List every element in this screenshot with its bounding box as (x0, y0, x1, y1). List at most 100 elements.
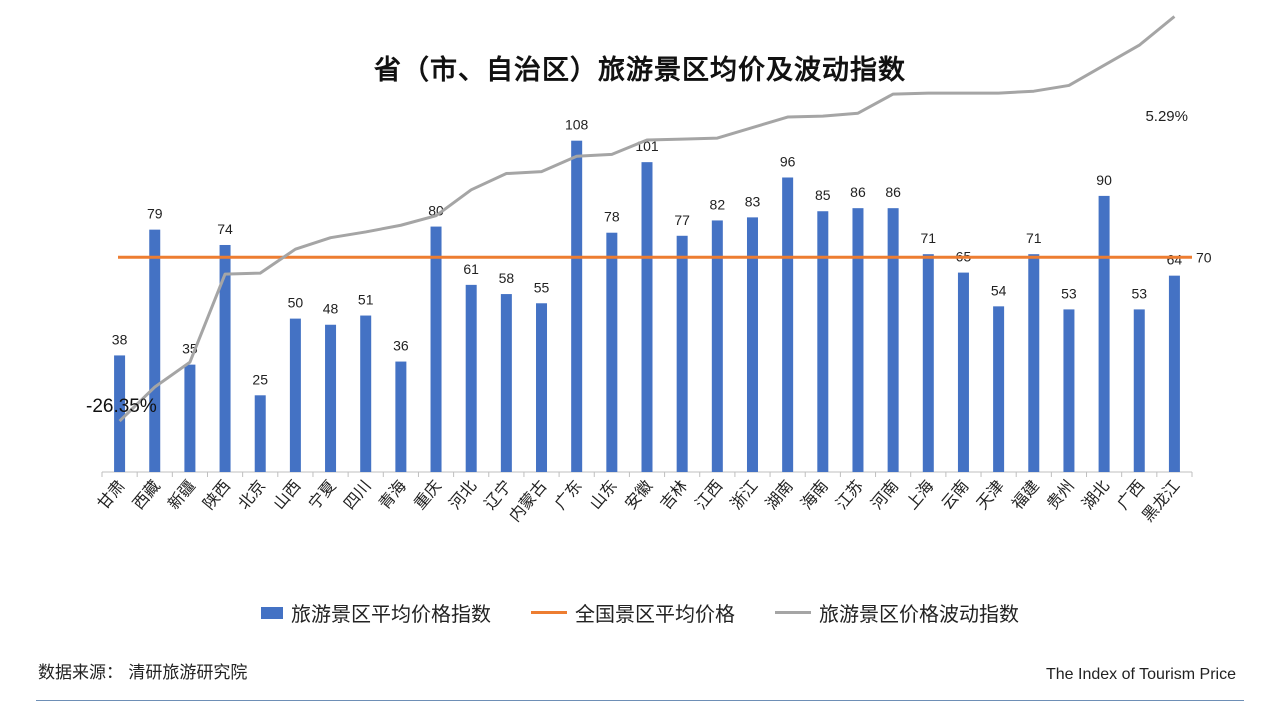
data-source: 数据来源： 清研旅游研究院 (38, 663, 248, 683)
bar-吉林 (676, 235, 688, 472)
legend: 旅游景区平均价格指数 全国景区平均价格 旅游景区价格波动指数 (0, 598, 1280, 627)
bar-四川 (360, 315, 372, 472)
x-tick-label: 江西 (691, 476, 726, 513)
bar-value-label: 50 (288, 295, 304, 311)
bar-value-label: 86 (885, 184, 901, 200)
bar-新疆 (184, 364, 196, 472)
bar-辽宁 (500, 294, 512, 472)
bar-内蒙古 (536, 303, 548, 472)
legend-line-label: 旅游景区价格波动指数 (819, 602, 1019, 626)
bar-湖南 (782, 177, 794, 473)
x-tick-label: 青海 (375, 476, 410, 513)
bar-天津 (993, 306, 1005, 472)
legend-line-swatch (775, 611, 811, 614)
bar-浙江 (746, 217, 758, 472)
x-tick-label: 宁夏 (304, 476, 339, 513)
bar-北京 (254, 395, 266, 472)
x-tick-label: 天津 (973, 476, 1008, 513)
bar-value-label: 54 (991, 282, 1007, 298)
bar-value-label: 48 (323, 301, 339, 317)
bar-value-label: 64 (1167, 252, 1183, 268)
bar-value-label: 74 (217, 221, 233, 237)
bar-value-label: 96 (780, 153, 796, 169)
bar-重庆 (430, 226, 442, 472)
x-tick-label: 云南 (937, 476, 972, 513)
bar-value-label: 38 (112, 331, 128, 347)
bar-value-label: 85 (815, 187, 831, 203)
national-average-label: 70 (1196, 249, 1212, 265)
footer-divider (36, 700, 1244, 701)
bar-青海 (395, 361, 407, 472)
bar-广西 (1133, 309, 1145, 472)
x-tick-label: 内蒙古 (505, 476, 550, 525)
bar-value-label: 79 (147, 206, 163, 222)
x-tick-label: 北京 (234, 476, 269, 513)
legend-item-hline: 全国景区平均价格 (531, 598, 735, 627)
x-tick-label: 陕西 (199, 476, 234, 513)
x-tick-label: 广东 (551, 476, 586, 513)
bar-value-label: 77 (674, 212, 690, 228)
bar-河南 (887, 208, 899, 472)
bar-黑龙江 (1168, 275, 1180, 472)
bar-云南 (957, 272, 969, 472)
x-tick-label: 四川 (340, 476, 375, 513)
bar-河北 (465, 284, 477, 472)
x-tick-label: 湖北 (1078, 476, 1113, 513)
bar-上海 (922, 254, 934, 472)
bar-安徽 (641, 162, 653, 473)
legend-bar-label: 旅游景区平均价格指数 (291, 602, 491, 626)
x-tick-label: 湖南 (762, 476, 797, 513)
bar-value-label: 78 (604, 209, 620, 225)
bar-value-label: 80 (428, 203, 444, 219)
bar-value-label: 51 (358, 292, 374, 308)
bar-value-label: 61 (463, 261, 479, 277)
bar-山西 (289, 318, 301, 472)
bar-value-label: 82 (710, 196, 726, 212)
x-tick-label: 山西 (269, 476, 304, 513)
bar-江苏 (852, 208, 864, 472)
bar-江西 (711, 220, 723, 472)
bar-贵州 (1063, 309, 1075, 472)
bar-value-label: 53 (1061, 285, 1077, 301)
x-tick-label: 重庆 (410, 476, 445, 513)
bar-宁夏 (325, 324, 337, 472)
brand-text: The Index of Tourism Price (1045, 666, 1236, 683)
bar-甘肃 (114, 355, 126, 472)
x-tick-label: 山东 (586, 476, 621, 513)
fluctuation-last-label: 5.29% (1145, 108, 1188, 125)
x-tick-label: 甘肃 (94, 476, 129, 513)
x-tick-label: 新疆 (164, 476, 199, 513)
bar-value-label: 25 (252, 371, 268, 387)
bar-海南 (817, 211, 829, 472)
legend-hline-label: 全国景区平均价格 (575, 602, 735, 626)
bar-陕西 (219, 244, 231, 472)
x-tick-label: 吉林 (656, 476, 691, 513)
bar-西藏 (149, 229, 161, 472)
bar-广东 (571, 140, 583, 472)
legend-hline-swatch (531, 611, 567, 614)
bar-value-label: 90 (1096, 172, 1112, 188)
x-tick-label: 安徽 (621, 476, 656, 513)
x-tick-label: 河南 (867, 476, 902, 513)
x-tick-label: 福建 (1008, 476, 1043, 513)
bar-value-label: 55 (534, 279, 550, 295)
bar-value-label: 83 (745, 193, 761, 209)
x-tick-label: 黑龙江 (1138, 476, 1183, 525)
bar-value-label: 58 (499, 270, 515, 286)
x-tick-label: 上海 (902, 476, 937, 513)
legend-item-line: 旅游景区价格波动指数 (775, 598, 1019, 627)
bar-value-label: 36 (393, 338, 409, 354)
x-tick-label: 河北 (445, 476, 480, 513)
legend-bar-swatch (261, 606, 283, 619)
bar-value-label: 71 (921, 230, 937, 246)
bar-山东 (606, 232, 618, 472)
x-tick-label: 贵州 (1043, 476, 1078, 513)
fluctuation-first-label: -26.35% (86, 396, 157, 417)
x-tick-label: 浙江 (726, 476, 761, 513)
bar-value-label: 71 (1026, 230, 1042, 246)
bar-湖北 (1098, 195, 1110, 472)
bar-福建 (1028, 254, 1040, 472)
x-tick-label: 西藏 (129, 476, 164, 513)
legend-item-bar: 旅游景区平均价格指数 (261, 598, 491, 627)
